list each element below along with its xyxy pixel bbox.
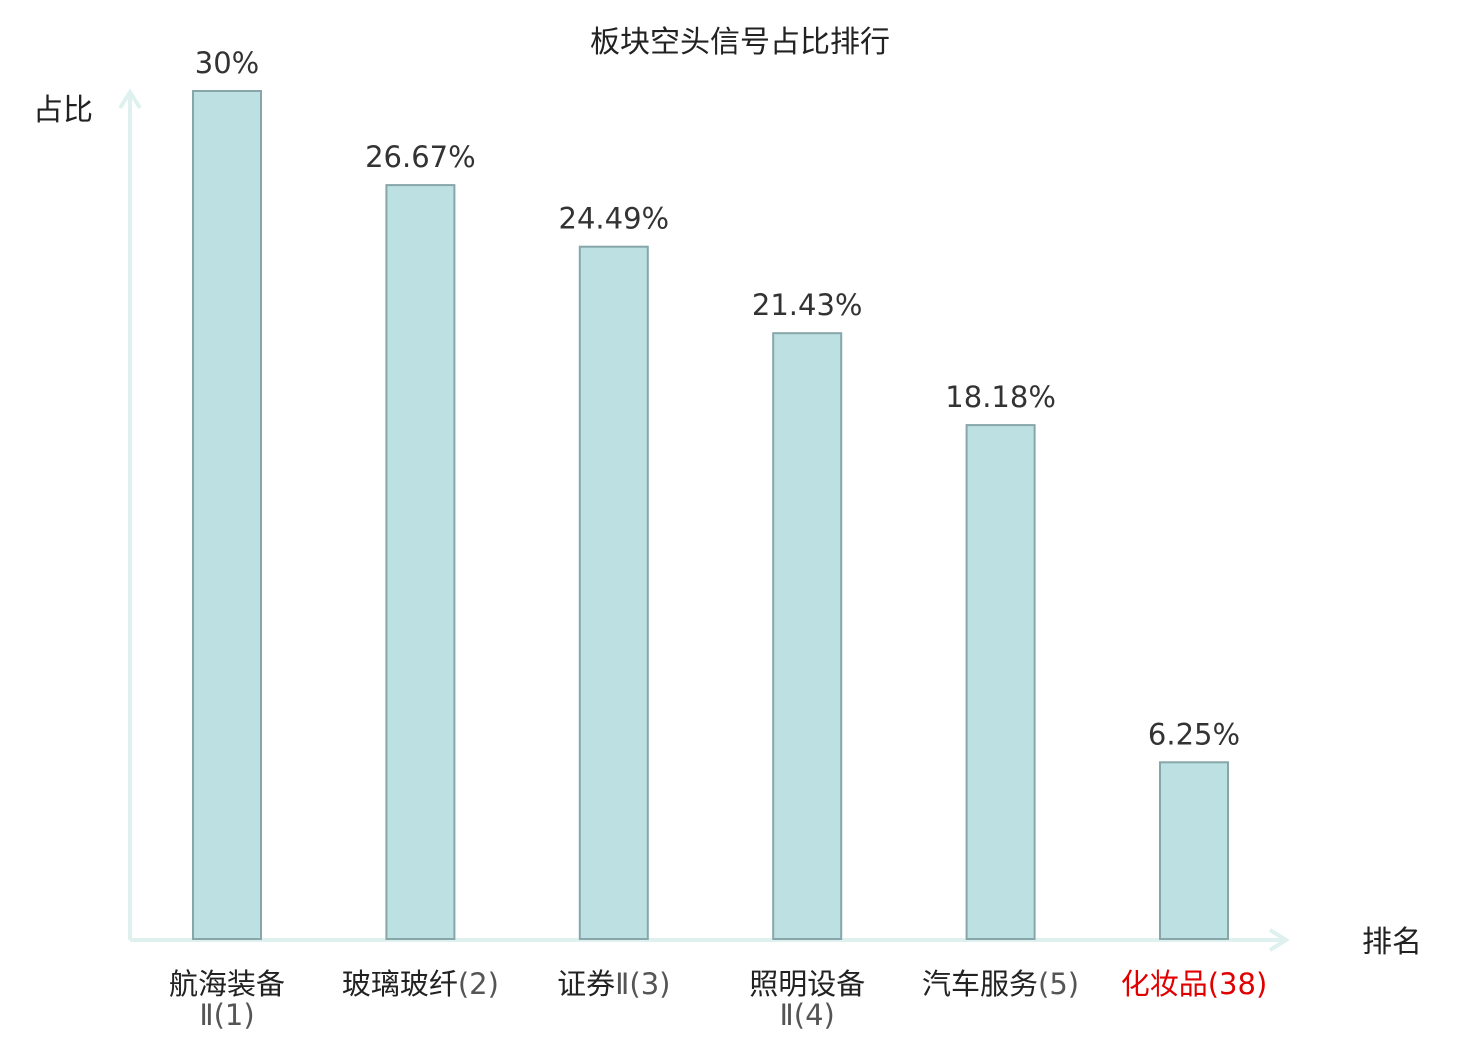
tick-label-suffix: (5) [1038, 967, 1079, 1001]
bar-2 [385, 184, 456, 941]
tick-label-4: 照明设备 Ⅱ(4) [749, 967, 865, 1032]
bar-4 [772, 332, 843, 940]
tick-labels-group: 航海装备 Ⅱ(1)玻璃玻纤(2) 证券Ⅱ(3) 照明设备 Ⅱ(4)汽车服务(5) 化妆品(… [169, 967, 1267, 1032]
tick-label-name: 汽车服务 [922, 967, 1038, 1001]
value-label-2: 26.67% [365, 140, 476, 174]
value-label-4: 21.43% [752, 288, 863, 322]
value-label-5: 18.18% [945, 380, 1056, 414]
bars-group [192, 90, 1229, 941]
tick-label-name: 玻璃玻纤 [342, 967, 458, 1001]
bar-1 [192, 90, 262, 940]
tick-label-suffix: Ⅱ(4) [780, 998, 835, 1032]
tick-label-name: 证券 [557, 967, 615, 1001]
tick-label-1: 航海装备 Ⅱ(1) [169, 967, 285, 1032]
bar-5 [965, 424, 1036, 941]
bar-6 [1159, 761, 1229, 940]
value-label-1: 30% [195, 46, 259, 80]
tick-label-5: 汽车服务(5) [922, 967, 1079, 1001]
value-label-6: 6.25% [1148, 717, 1240, 751]
y-axis-arrow-icon [118, 88, 142, 110]
y-axis-label: 占比 [33, 93, 93, 128]
bar-3 [578, 245, 649, 940]
tick-label-suffix: (38) [1208, 967, 1268, 1001]
tick-label-name: 照明设备 [749, 967, 865, 1001]
tick-label-3: 证券Ⅱ(3) [557, 967, 670, 1001]
tick-label-name: 航海装备 [169, 967, 285, 1001]
value-label-3: 24.49% [559, 202, 670, 236]
chart-title: 板块空头信号占比排行 [590, 25, 890, 60]
value-labels-group: 30% 26.67% 24.49% 21.43% 18.18% 6.25% [195, 46, 1240, 751]
axes [118, 88, 1290, 952]
x-axis-arrow-icon [1268, 928, 1290, 952]
tick-label-suffix: (2) [458, 967, 499, 1001]
tick-label-name: 化妆品 [1121, 967, 1208, 1001]
tick-label-2: 玻璃玻纤(2) [342, 967, 499, 1001]
tick-label-suffix: Ⅱ(1) [199, 998, 254, 1032]
x-axis-label: 排名 [1362, 925, 1422, 960]
tick-label-6: 化妆品(38) [1121, 967, 1268, 1001]
tick-label-suffix: Ⅱ(3) [615, 967, 670, 1001]
